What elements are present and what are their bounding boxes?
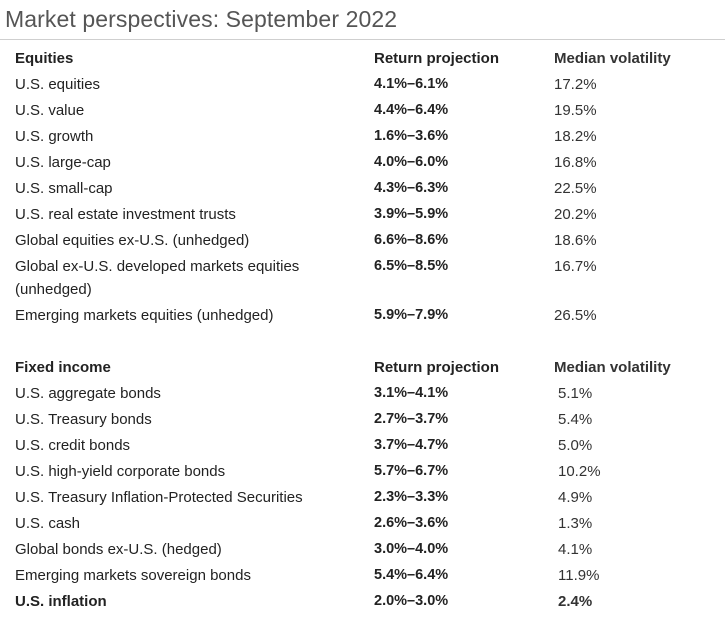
table-row: U.S. cash 2.6%–3.6% 1.3% — [0, 505, 725, 532]
asset-name: Global equities ex-U.S. (unhedged) — [15, 232, 250, 249]
asset-name: U.S. high-yield corporate bonds — [15, 463, 226, 480]
asset-name: U.S. growth — [15, 128, 94, 145]
table-row: U.S. Treasury bonds 2.7%–3.7% 5.4% — [0, 401, 725, 428]
return-projection: 4.1%–6.1% — [374, 76, 449, 92]
median-volatility: 5.1% — [558, 385, 593, 402]
median-volatility: 17.2% — [554, 76, 597, 93]
asset-name: U.S. value — [15, 102, 85, 119]
asset-name: U.S. aggregate bonds — [15, 385, 161, 402]
median-volatility: 11.9% — [558, 567, 600, 584]
fixed-income-header-row: Fixed income Return projection Median vo… — [0, 349, 725, 376]
median-volatility-header: Median volatility — [554, 359, 671, 376]
median-volatility: 18.6% — [554, 232, 597, 249]
median-volatility-header: Median volatility — [554, 50, 671, 67]
return-projection: 5.7%–6.7% — [374, 463, 449, 479]
median-volatility: 16.8% — [554, 154, 597, 171]
return-projection: 2.0%–3.0% — [374, 593, 449, 609]
return-projection: 3.1%–4.1% — [374, 385, 449, 401]
table-row: U.S. high-yield corporate bonds 5.7%–6.7… — [0, 453, 725, 480]
return-projection: 2.7%–3.7% — [374, 411, 449, 427]
table-row: U.S. large-cap 4.0%–6.0% 16.8% — [0, 144, 725, 171]
asset-name: U.S. small-cap — [15, 180, 113, 197]
table-row: U.S. Treasury Inflation-Protected Securi… — [0, 479, 725, 506]
asset-name: U.S. Treasury Inflation-Protected Securi… — [15, 489, 303, 506]
table-row: U.S. growth 1.6%–3.6% 18.2% — [0, 118, 725, 145]
table-row: U.S. aggregate bonds 3.1%–4.1% 5.1% — [0, 375, 725, 402]
return-projection: 2.3%–3.3% — [374, 489, 449, 505]
return-projection: 5.9%–7.9% — [374, 307, 449, 323]
return-projection-header: Return projection — [374, 359, 500, 376]
equities-section-heading: Equities — [15, 50, 74, 67]
median-volatility: 26.5% — [554, 307, 597, 324]
fixed-income-section-heading: Fixed income — [15, 359, 111, 376]
median-volatility: 1.3% — [558, 515, 593, 532]
asset-name: Global ex-U.S. developed markets equitie… — [15, 258, 300, 298]
table-row: Global equities ex-U.S. (unhedged) 6.6%–… — [0, 222, 725, 249]
asset-name: U.S. real estate investment trusts — [15, 206, 236, 223]
return-projection: 3.7%–4.7% — [374, 437, 449, 453]
asset-name: U.S. equities — [15, 76, 101, 93]
table-row: U.S. real estate investment trusts 3.9%–… — [0, 196, 725, 223]
table-row: Emerging markets sovereign bonds 5.4%–6.… — [0, 557, 725, 584]
return-projection: 4.0%–6.0% — [374, 154, 449, 170]
return-projection: 3.0%–4.0% — [374, 541, 449, 557]
median-volatility: 4.1% — [558, 541, 593, 558]
median-volatility: 10.2% — [558, 463, 601, 480]
median-volatility: 5.0% — [558, 437, 593, 454]
asset-name: Emerging markets equities (unhedged) — [15, 307, 274, 324]
table-row: Emerging markets equities (unhedged) 5.9… — [0, 297, 725, 324]
market-perspectives-table: Equities Return projection Median volati… — [0, 39, 725, 610]
median-volatility: 2.4% — [558, 593, 593, 610]
return-projection: 4.4%–6.4% — [374, 102, 449, 118]
page-title: Market perspectives: September 2022 — [5, 6, 398, 32]
equities-header-row: Equities Return projection Median volati… — [0, 40, 725, 67]
return-projection: 6.5%–8.5% — [374, 258, 449, 274]
table-row: U.S. credit bonds 3.7%–4.7% 5.0% — [0, 427, 725, 454]
median-volatility: 19.5% — [554, 102, 597, 119]
asset-name: U.S. large-cap — [15, 154, 111, 171]
asset-name: U.S. inflation — [15, 593, 107, 610]
inflation-row: U.S. inflation 2.0%–3.0% 2.4% — [0, 583, 725, 610]
return-projection: 1.6%–3.6% — [374, 128, 449, 144]
asset-name: Emerging markets sovereign bonds — [15, 567, 251, 584]
return-projection: 5.4%–6.4% — [374, 567, 449, 583]
return-projection: 6.6%–8.6% — [374, 232, 449, 248]
median-volatility: 22.5% — [554, 180, 597, 197]
median-volatility: 20.2% — [554, 206, 597, 223]
median-volatility: 4.9% — [558, 489, 593, 506]
asset-name: U.S. cash — [15, 515, 81, 532]
median-volatility: 18.2% — [554, 128, 597, 145]
return-projection: 3.9%–5.9% — [374, 206, 449, 222]
median-volatility: 5.4% — [558, 411, 593, 428]
return-projection: 4.3%–6.3% — [374, 180, 449, 196]
asset-name: Global bonds ex-U.S. (hedged) — [15, 541, 222, 558]
asset-name: U.S. credit bonds — [15, 437, 131, 454]
table-row: Global bonds ex-U.S. (hedged) 3.0%–4.0% … — [0, 531, 725, 558]
table-row: U.S. small-cap 4.3%–6.3% 22.5% — [0, 170, 725, 197]
table-row: U.S. value 4.4%–6.4% 19.5% — [0, 92, 725, 119]
table-row: Global ex-U.S. developed markets equitie… — [0, 248, 725, 298]
asset-name: U.S. Treasury bonds — [15, 411, 152, 428]
median-volatility: 16.7% — [554, 258, 597, 275]
return-projection-header: Return projection — [374, 50, 500, 67]
return-projection: 2.6%–3.6% — [374, 515, 449, 531]
table-row: U.S. equities 4.1%–6.1% 17.2% — [0, 66, 725, 93]
